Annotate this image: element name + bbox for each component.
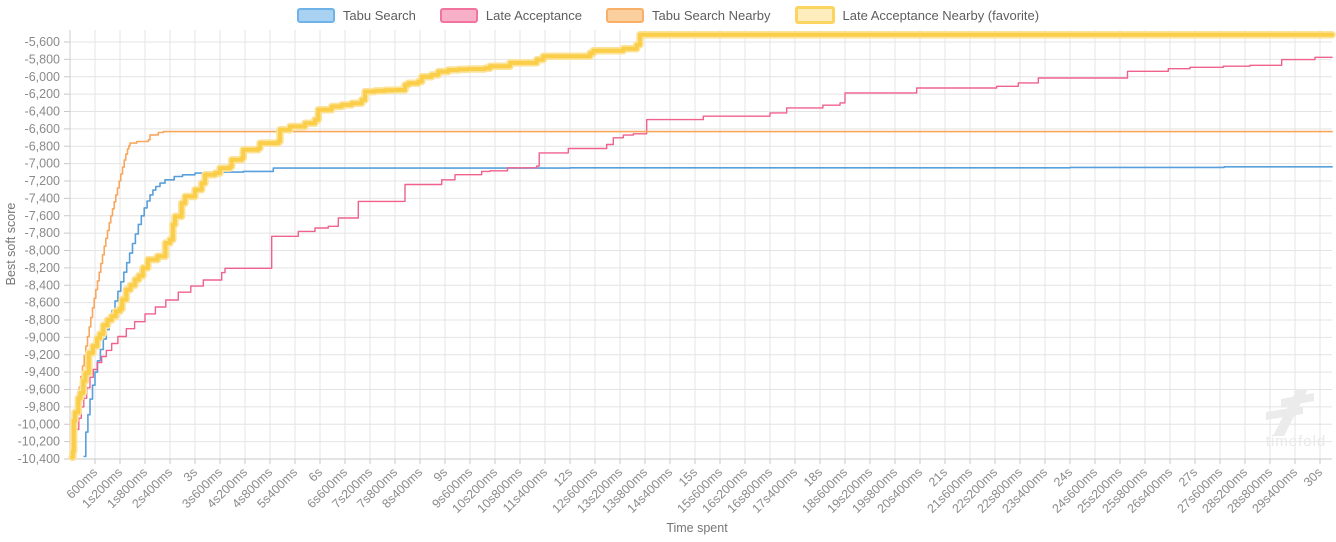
legend-label: Late Acceptance Nearby (favorite): [842, 7, 1040, 23]
legend-swatch-tabu-search-nearby: [606, 7, 645, 23]
legend-item-late-acceptance-nearby[interactable]: Late Acceptance Nearby (favorite): [794, 6, 1040, 24]
legend-item-late-acceptance[interactable]: Late Acceptance: [439, 7, 583, 23]
timefold-wordmark: timefold: [1266, 433, 1327, 450]
x-axis-title: Time spent: [666, 521, 728, 535]
legend-item-tabu-search[interactable]: Tabu Search: [296, 7, 416, 23]
legend-swatch-late-acceptance-nearby: [794, 6, 835, 24]
y-tick-label: -6,600: [25, 122, 60, 136]
y-tick-label: -7,600: [25, 209, 60, 223]
y-tick-label: -9,200: [25, 348, 60, 362]
y-tick-label: -6,000: [25, 70, 60, 84]
series-line-late-acceptance-nearby-favorite: [70, 32, 1335, 460]
axes: [64, 30, 1332, 464]
y-tick-label: -9,800: [25, 400, 60, 414]
series-lines: [68, 30, 1336, 462]
y-tick-label: -5,600: [25, 35, 60, 49]
y-tick-label: -6,200: [25, 87, 60, 101]
y-tick-label: -7,200: [25, 174, 60, 188]
grid: [70, 30, 1332, 459]
y-tick-label: -7,800: [25, 226, 60, 240]
y-axis-title: Best soft score: [4, 203, 18, 286]
y-tick-label: -8,600: [25, 296, 60, 310]
axis-labels: -5,600 -5,800 -6,000 -6,200 -6,400 -6,600 -6,8…: [18, 35, 1326, 516]
y-tick-label: -10,000: [18, 417, 60, 431]
y-tick-label: -9,400: [25, 365, 60, 379]
x-tick-label: 3s: [181, 465, 200, 484]
legend-item-tabu-search-nearby[interactable]: Tabu Search Nearby: [606, 7, 771, 23]
y-tick-label: -10,400: [18, 452, 60, 466]
y-tick-label: -9,000: [25, 330, 60, 344]
y-tick-label: -6,400: [25, 105, 60, 119]
timefold-watermark: timefold: [1266, 389, 1327, 450]
series-halo-late-acceptance-nearby-favorite: [68, 30, 1336, 462]
y-tick-label: -8,200: [25, 261, 60, 275]
y-tick-label: -6,800: [25, 139, 60, 153]
legend-swatch-late-acceptance: [439, 7, 478, 23]
y-tick-label: -8,800: [25, 313, 60, 327]
y-tick-label: -8,000: [25, 244, 60, 258]
legend-swatch-tabu-search: [296, 7, 335, 23]
timefold-logo: [1266, 389, 1314, 436]
legend-label: Tabu Search Nearby: [652, 7, 771, 23]
y-tick-label: -7,400: [25, 191, 60, 205]
legend-label: Tabu Search: [342, 7, 416, 23]
legend-label: Late Acceptance: [485, 7, 583, 23]
x-tick-label: 9s: [431, 465, 450, 484]
y-tick-label: -9,600: [25, 383, 60, 397]
y-tick-label: -10,200: [18, 435, 60, 449]
x-tick-label: 6s: [306, 465, 325, 484]
series-line-tabu-search-nearby: [72, 130, 1333, 459]
y-tick-label: -8,400: [25, 278, 60, 292]
y-tick-label: -7,000: [25, 157, 60, 171]
y-tick-label: -5,800: [25, 52, 60, 66]
series-line-late-acceptance: [71, 56, 1333, 458]
x-tick-label: 30s: [1301, 465, 1325, 489]
chart-legend: Tabu Search Late Acceptance Tabu Search …: [0, 6, 1336, 24]
